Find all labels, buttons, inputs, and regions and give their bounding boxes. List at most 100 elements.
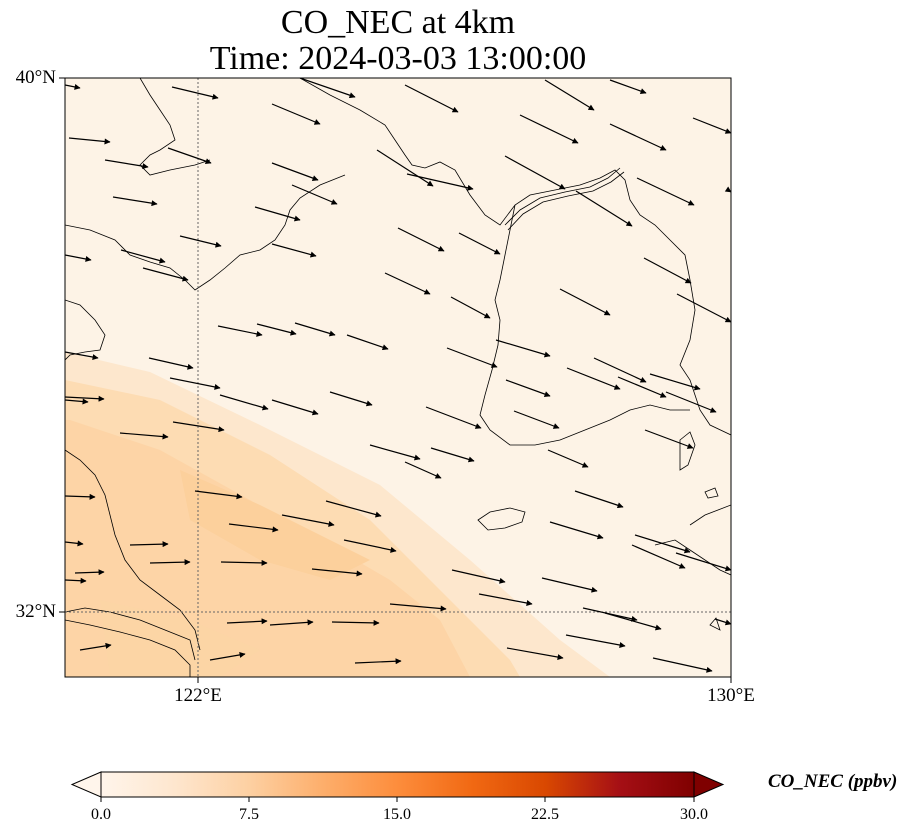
wind-arrow bbox=[149, 559, 191, 566]
wind-arrow bbox=[142, 267, 189, 282]
wind-arrow bbox=[544, 79, 595, 111]
colorbar-gradient bbox=[101, 772, 694, 797]
wind-arrow bbox=[505, 379, 551, 397]
gridlines bbox=[65, 78, 731, 677]
wind-arrow bbox=[575, 190, 633, 227]
wind-arrow bbox=[65, 83, 81, 90]
colorbar-extend-high bbox=[693, 771, 725, 798]
wind-arrow bbox=[228, 523, 279, 533]
wind-arrow bbox=[565, 634, 626, 648]
wind-arrow bbox=[406, 173, 474, 191]
wind-arrow bbox=[643, 257, 692, 284]
wind-arrow bbox=[631, 544, 686, 569]
kyushu-south-coast bbox=[654, 539, 731, 576]
yangtze-north bbox=[65, 607, 196, 661]
lon-label-130: 130°E bbox=[707, 685, 755, 706]
shandong-coast bbox=[65, 299, 106, 361]
wind-arrow bbox=[676, 293, 731, 323]
wind-arrow bbox=[271, 399, 319, 416]
wind-arrow bbox=[119, 432, 169, 440]
wind-arrow bbox=[451, 569, 506, 584]
korea-china-coastline bbox=[299, 78, 731, 436]
wind-arrow bbox=[112, 196, 158, 207]
cb-tick-label-2: 15.0 bbox=[383, 806, 411, 823]
wind-arrow bbox=[172, 421, 225, 433]
wind-arrow bbox=[354, 658, 402, 665]
wind-arrow bbox=[256, 323, 297, 336]
wind-arrow bbox=[65, 493, 96, 500]
tsushima-island bbox=[679, 431, 696, 471]
wind-arrow bbox=[478, 593, 533, 606]
wind-arrow bbox=[593, 357, 647, 383]
wind-arrow bbox=[294, 322, 336, 337]
wind-arrow bbox=[652, 657, 713, 673]
wind-arrow bbox=[209, 651, 246, 661]
wind-arrow bbox=[376, 149, 434, 187]
wind-arrow bbox=[148, 357, 194, 370]
wind-arrow bbox=[566, 367, 621, 390]
wind-arrow bbox=[167, 147, 212, 165]
yalu-river-2 bbox=[507, 171, 625, 231]
wind-arrow bbox=[79, 642, 112, 651]
wind-arrow bbox=[271, 162, 319, 181]
wind-arrow bbox=[104, 159, 149, 170]
kyushu-coast bbox=[689, 504, 731, 526]
liaodong-coast bbox=[139, 78, 211, 176]
wind-arrow bbox=[68, 137, 111, 145]
korea-west-coast bbox=[479, 204, 690, 446]
wind-arrow bbox=[65, 395, 105, 402]
wind-arrow bbox=[574, 490, 624, 509]
wind-arrow bbox=[179, 235, 222, 248]
wind-arrow bbox=[636, 177, 695, 206]
cb-tick-label-1: 7.5 bbox=[239, 806, 259, 823]
small-island bbox=[709, 617, 721, 631]
wind-arrow bbox=[74, 569, 105, 576]
wind-arrow bbox=[404, 84, 459, 113]
wind-arrow bbox=[430, 447, 475, 463]
wind-arrow bbox=[458, 232, 501, 255]
wind-arrow bbox=[644, 429, 694, 449]
wind-arrow bbox=[549, 521, 604, 540]
wind-arrow bbox=[220, 559, 268, 566]
wind-arrow bbox=[541, 577, 598, 593]
wind-arrow bbox=[634, 534, 691, 554]
wind-arrow bbox=[450, 296, 491, 319]
wind-arrow bbox=[271, 103, 321, 125]
wind-vectors bbox=[65, 78, 731, 673]
wind-arrow bbox=[692, 117, 731, 134]
jiangsu-coast bbox=[65, 449, 201, 651]
wind-arrow bbox=[369, 444, 421, 461]
wind-arrow bbox=[329, 391, 373, 407]
wind-arrow bbox=[325, 500, 382, 518]
wind-arrow bbox=[425, 406, 482, 429]
lat-label-40: 40°N bbox=[15, 67, 56, 88]
wind-arrow bbox=[714, 618, 731, 626]
wind-arrow bbox=[675, 552, 731, 572]
chart-title-line1: CO_NEC at 4km bbox=[280, 4, 516, 41]
wind-arrow bbox=[346, 334, 389, 351]
wind-arrow bbox=[65, 351, 99, 360]
wind-arrow bbox=[609, 123, 667, 151]
bohai-coastline bbox=[65, 174, 346, 291]
wind-arrow bbox=[269, 619, 314, 626]
wind-arrow bbox=[65, 254, 92, 262]
wind-arrow bbox=[65, 398, 89, 405]
wind-arrow bbox=[169, 377, 221, 390]
wind-arrow bbox=[194, 490, 243, 500]
wind-arrow bbox=[604, 612, 662, 631]
jeju-island bbox=[477, 507, 526, 531]
colorbar-label: CO_NEC (ppbv) bbox=[768, 771, 898, 792]
colorbar-extend-low bbox=[70, 771, 102, 798]
wind-arrow bbox=[343, 539, 397, 553]
wind-arrow bbox=[547, 449, 589, 468]
wind-arrow bbox=[609, 79, 647, 94]
wind-arrow bbox=[65, 540, 84, 547]
wind-arrow bbox=[446, 347, 498, 368]
wind-arrow bbox=[217, 325, 263, 337]
yangtze-south bbox=[65, 619, 191, 677]
colorbar bbox=[70, 771, 725, 802]
cb-tick-label-3: 22.5 bbox=[531, 806, 559, 823]
cb-tick-label-0: 0.0 bbox=[91, 806, 111, 823]
wind-arrow bbox=[271, 243, 317, 258]
